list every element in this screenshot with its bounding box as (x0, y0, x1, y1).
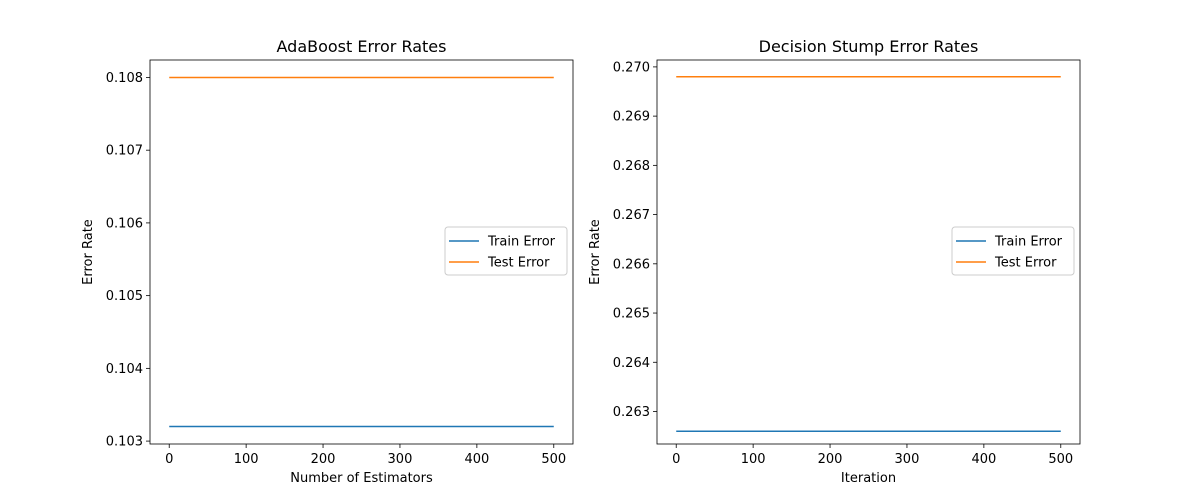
legend-label-0: Train Error (994, 235, 1063, 250)
y-tick-label: 0.106 (106, 216, 143, 231)
y-tick-label: 0.267 (613, 208, 650, 223)
y-tick-label: 0.104 (106, 362, 143, 377)
plot-frame (656, 59, 1081, 445)
legend: Train Error Test Error (444, 226, 568, 276)
legend-box (444, 226, 568, 276)
legend-label-1: Test Error (487, 256, 550, 271)
y-tick-label: 0.270 (613, 60, 650, 75)
x-tick-label: 400 (971, 452, 996, 467)
chart-title: AdaBoost Error Rates (277, 37, 447, 56)
y-tick-label: 0.105 (106, 289, 143, 304)
y-tick-label: 0.269 (613, 110, 650, 125)
y-tick-label: 0.266 (613, 257, 650, 272)
y-tick-label: 0.103 (106, 435, 143, 450)
x-tick-label: 100 (234, 452, 259, 467)
x-tick-label: 500 (1048, 452, 1073, 467)
x-tick-label: 400 (464, 452, 489, 467)
x-tick-label: 0 (165, 452, 173, 467)
y-tick-label: 0.268 (613, 159, 650, 174)
x-tick-label: 100 (741, 452, 766, 467)
y-tick-label: 0.265 (613, 307, 650, 322)
x-tick-label: 500 (541, 452, 566, 467)
legend: Train Error Test Error (951, 226, 1075, 276)
x-tick-label: 200 (818, 452, 843, 467)
x-tick-label: 300 (895, 452, 920, 467)
legend-label-1: Test Error (994, 256, 1057, 271)
chart-title: Decision Stump Error Rates (759, 37, 979, 56)
y-tick-label: 0.108 (106, 71, 143, 86)
plot-frame (149, 59, 574, 445)
legend-label-0: Train Error (487, 235, 556, 250)
x-tick-label: 0 (672, 452, 680, 467)
x-axis-label: Number of Estimators (290, 471, 433, 486)
y-axis-label: Error Rate (588, 219, 603, 285)
chart-1: Decision Stump Error Rates 0 100 200 300 400 5… (588, 37, 1081, 486)
y-tick-label: 0.263 (613, 405, 650, 420)
y-tick-label: 0.264 (613, 356, 650, 371)
x-tick-label: 200 (311, 452, 336, 467)
x-axis-label: Iteration (841, 471, 896, 486)
chart-0: AdaBoost Error Rates 0 100 200 300 400 500 0.10… (81, 37, 574, 486)
plots: AdaBoost Error Rates 0 100 200 300 400 500 0.10… (81, 37, 1081, 486)
x-tick-label: 300 (388, 452, 413, 467)
legend-box (951, 226, 1075, 276)
y-axis-label: Error Rate (81, 219, 96, 285)
y-tick-label: 0.107 (106, 144, 143, 159)
